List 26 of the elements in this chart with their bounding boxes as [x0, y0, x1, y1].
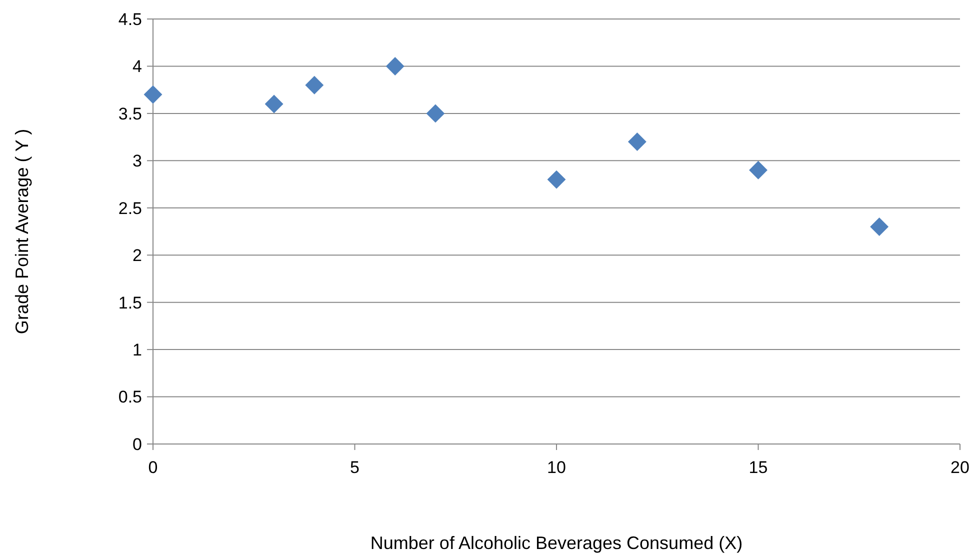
point — [870, 218, 889, 236]
x-tick-label: 20 — [950, 458, 970, 477]
point — [264, 94, 284, 114]
y-tick-label: 0 — [132, 434, 142, 454]
y-tick-label: 2 — [132, 246, 142, 266]
point — [305, 76, 324, 94]
y-tick-label: 0.5 — [118, 388, 142, 407]
point — [628, 132, 646, 151]
y-tick-label: 3 — [132, 152, 142, 171]
x-tick-label: 0 — [148, 458, 158, 477]
point — [426, 104, 445, 123]
point — [144, 85, 162, 104]
y-tick-label: 4.5 — [118, 10, 142, 29]
x-tick-label: 10 — [547, 458, 566, 477]
y-axis-title: Grade Point Average ( Y ) — [12, 128, 32, 334]
y-tick-label: 1.5 — [118, 293, 142, 312]
y-tick-label: 2.5 — [118, 198, 142, 218]
y-tick-label: 3.5 — [118, 104, 142, 124]
point — [386, 57, 404, 76]
point — [547, 170, 566, 189]
y-tick-label: 1 — [132, 340, 142, 360]
x-axis-title: Number of Alcoholic Beverages Consumed (X) — [370, 533, 743, 553]
x-tick-label: 15 — [748, 458, 768, 477]
point — [749, 160, 768, 180]
y-tick-label: 4 — [132, 57, 142, 76]
x-tick-label: 5 — [350, 458, 360, 477]
